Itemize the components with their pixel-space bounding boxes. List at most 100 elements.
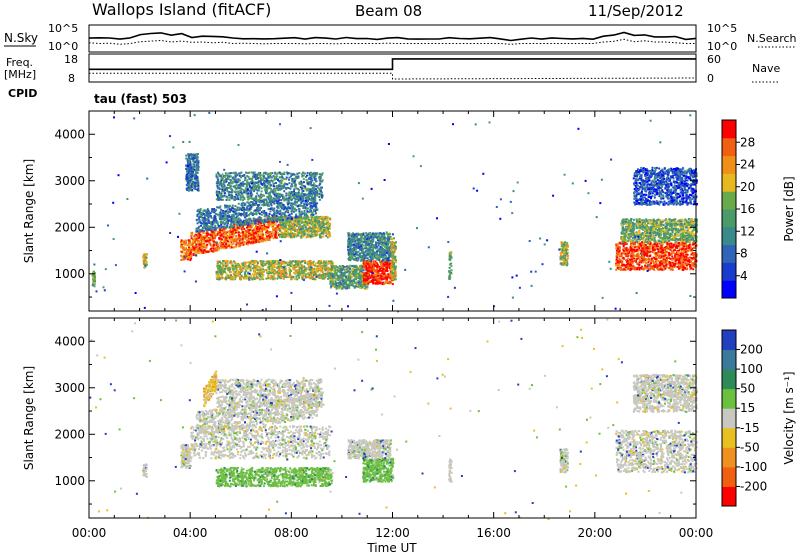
power-pixel xyxy=(269,223,272,226)
power-pixel xyxy=(235,216,238,219)
power-pixel xyxy=(317,219,320,221)
power-pixel xyxy=(212,230,215,233)
power-pixel xyxy=(278,269,281,272)
power-pixel xyxy=(201,227,204,230)
power-pixel xyxy=(237,236,240,239)
power-pixel xyxy=(267,261,270,263)
power-pixel xyxy=(237,274,240,277)
power-pixel xyxy=(309,205,312,208)
power-pixel xyxy=(295,213,298,216)
power-pixel xyxy=(228,244,231,247)
power-pixel xyxy=(232,227,235,230)
power-pixel xyxy=(270,232,273,235)
power-pixel xyxy=(237,228,240,231)
power-pixel xyxy=(320,262,323,265)
power-pixel xyxy=(212,249,215,252)
power-pixel xyxy=(235,209,238,212)
power-pixel xyxy=(208,211,211,214)
power-pixel xyxy=(293,236,295,238)
power-pixel xyxy=(258,204,261,207)
power-pixel xyxy=(323,264,326,267)
power-pixel xyxy=(241,237,244,240)
power-pixel xyxy=(186,186,189,189)
power-pixel xyxy=(245,242,248,245)
power-pixel xyxy=(263,184,266,187)
power-pixel xyxy=(306,276,309,278)
power-pixel xyxy=(196,210,199,213)
power-pixel xyxy=(229,196,232,199)
power-pixel xyxy=(197,216,200,219)
power-pixel xyxy=(237,198,240,201)
power-pixel xyxy=(223,219,226,222)
power-pixel xyxy=(302,199,305,202)
power-pixel xyxy=(298,217,301,220)
power-pixel xyxy=(199,221,202,224)
power-pixel xyxy=(211,239,214,242)
power-pixel xyxy=(310,219,313,222)
power-pixel xyxy=(258,272,261,275)
power-pixel xyxy=(269,175,272,177)
power-pixel xyxy=(222,243,225,246)
cpid-value: tau (fast) 503 xyxy=(94,92,187,106)
power-pixel xyxy=(244,237,247,240)
freq-right-tick-bottom: 0 xyxy=(707,72,714,85)
power-pixel xyxy=(277,184,280,187)
power-pixel xyxy=(195,164,198,167)
power-pixel xyxy=(231,207,234,210)
power-pixel xyxy=(328,276,331,279)
power-pixel xyxy=(220,208,223,211)
nave-series-line xyxy=(89,72,697,80)
power-pixel xyxy=(253,236,256,239)
power-pixel xyxy=(311,187,314,190)
power-pixel xyxy=(295,204,298,207)
power-pixel xyxy=(264,239,267,242)
power-pixel xyxy=(198,247,201,250)
power-pixel xyxy=(296,278,299,281)
power-pixel xyxy=(303,268,306,271)
power-pixel xyxy=(221,221,224,224)
power-pixel xyxy=(352,279,355,282)
power-pixel xyxy=(225,199,228,201)
power-pixel xyxy=(244,274,247,277)
power-pixel xyxy=(283,234,286,237)
power-pixel xyxy=(224,172,227,175)
power-pixel xyxy=(312,268,315,270)
power-pixel xyxy=(265,260,268,263)
power-pixel xyxy=(346,287,349,290)
power-pixel xyxy=(248,201,251,204)
power-pixel xyxy=(234,175,237,178)
power-pixel xyxy=(219,232,222,235)
power-pixel xyxy=(299,186,302,189)
power-pixel xyxy=(287,230,289,233)
power-pixel xyxy=(258,187,260,190)
power-pixel xyxy=(294,198,297,200)
power-pixel xyxy=(222,236,225,239)
power-pixel xyxy=(263,224,266,226)
power-pixel xyxy=(93,278,96,281)
power-pixel xyxy=(231,214,234,217)
power-pixel xyxy=(222,260,225,262)
power-pixel xyxy=(318,220,321,223)
power-pixel xyxy=(198,217,200,220)
power-pixel xyxy=(239,182,242,185)
power-pixel xyxy=(254,272,257,275)
power-pixel xyxy=(198,219,201,222)
power-pixel xyxy=(277,172,280,175)
power-pixel xyxy=(306,233,309,236)
power-pixel xyxy=(304,214,307,217)
power-pixel xyxy=(229,234,231,237)
power-pixel xyxy=(274,232,277,235)
power-pixel xyxy=(270,196,273,199)
power-pixel xyxy=(257,240,260,243)
power-pixel xyxy=(273,233,275,236)
power-pixel xyxy=(230,231,233,233)
power-pixel xyxy=(246,236,249,239)
power-pixel xyxy=(323,277,326,280)
power-pixel xyxy=(306,187,309,190)
power-pixel xyxy=(298,208,301,211)
power-pixel xyxy=(281,223,284,225)
power-pixel xyxy=(287,193,290,196)
power-pixel xyxy=(248,262,251,265)
power-pixel xyxy=(210,247,212,250)
power-pixel xyxy=(303,260,306,263)
